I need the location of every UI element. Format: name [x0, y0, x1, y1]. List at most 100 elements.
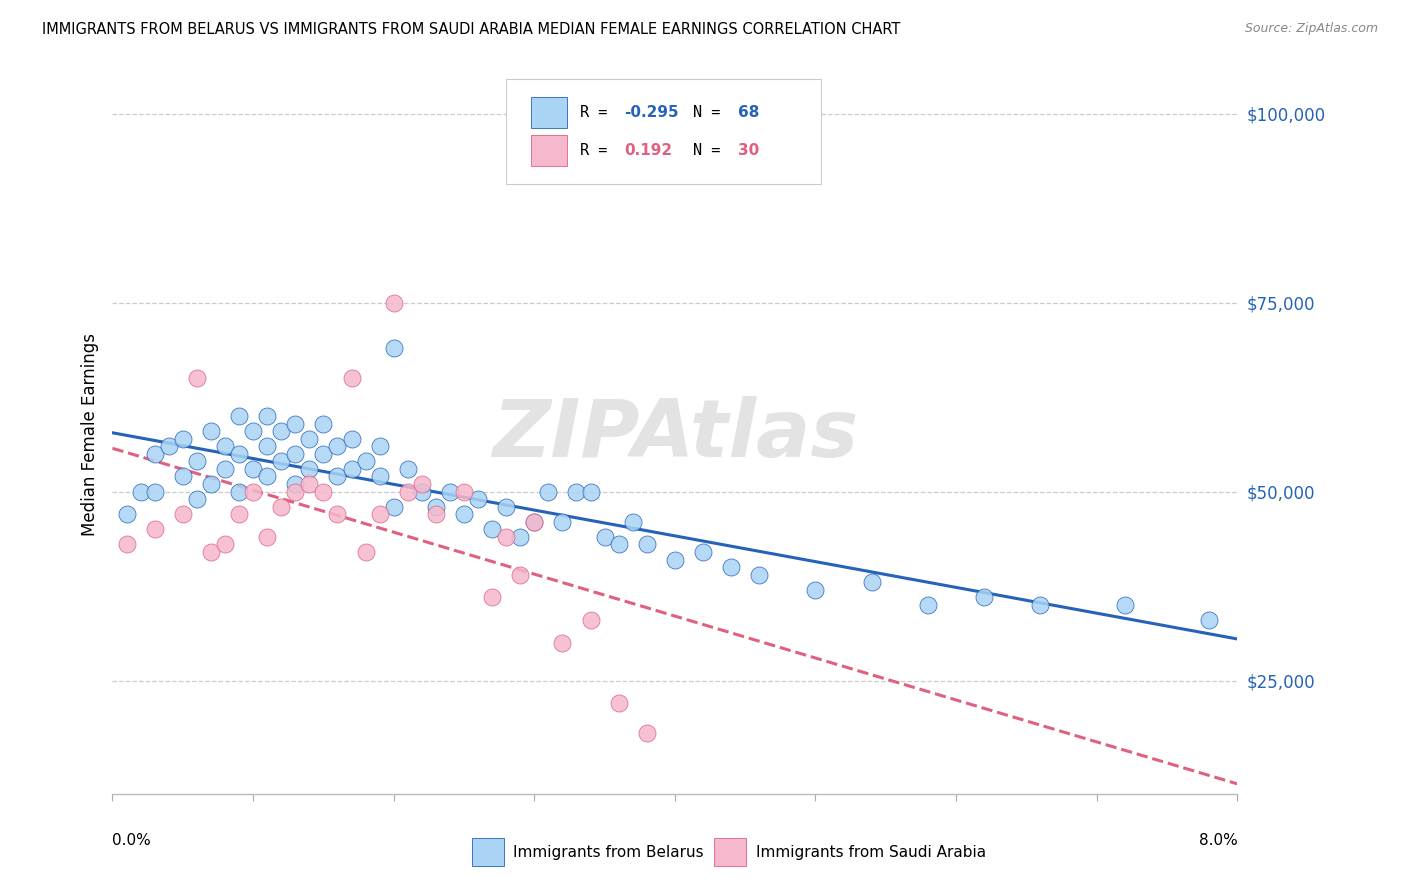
- Text: IMMIGRANTS FROM BELARUS VS IMMIGRANTS FROM SAUDI ARABIA MEDIAN FEMALE EARNINGS C: IMMIGRANTS FROM BELARUS VS IMMIGRANTS FR…: [42, 22, 901, 37]
- Point: [186, 454, 208, 468]
- Point: [425, 507, 447, 521]
- Point: [692, 545, 714, 559]
- Point: [579, 484, 602, 499]
- Point: [382, 295, 405, 310]
- Point: [242, 462, 264, 476]
- Point: [1198, 613, 1220, 627]
- Point: [664, 552, 686, 566]
- Point: [804, 582, 827, 597]
- Point: [115, 507, 138, 521]
- Point: [270, 454, 292, 468]
- Point: [551, 636, 574, 650]
- Point: [298, 432, 321, 446]
- Point: [256, 469, 278, 483]
- Point: [298, 462, 321, 476]
- Point: [368, 507, 391, 521]
- Point: [242, 484, 264, 499]
- Point: [326, 469, 349, 483]
- Point: [425, 500, 447, 514]
- Point: [396, 484, 419, 499]
- Point: [720, 560, 742, 574]
- Point: [228, 409, 250, 423]
- Point: [326, 507, 349, 521]
- Point: [115, 537, 138, 551]
- Point: [382, 500, 405, 514]
- Point: [481, 591, 503, 605]
- Point: [340, 462, 363, 476]
- Point: [1029, 598, 1052, 612]
- Text: 68: 68: [738, 105, 759, 120]
- Point: [495, 500, 517, 514]
- Text: 0.192: 0.192: [624, 143, 672, 158]
- Point: [214, 462, 236, 476]
- Y-axis label: Median Female Earnings: Median Female Earnings: [80, 334, 98, 536]
- Text: N =: N =: [693, 105, 730, 120]
- Point: [748, 567, 770, 582]
- Text: 8.0%: 8.0%: [1198, 833, 1237, 848]
- Point: [509, 567, 531, 582]
- Point: [284, 447, 307, 461]
- FancyBboxPatch shape: [531, 136, 567, 166]
- Point: [270, 500, 292, 514]
- Point: [481, 522, 503, 536]
- Point: [453, 484, 475, 499]
- Point: [143, 522, 166, 536]
- Point: [143, 484, 166, 499]
- Point: [636, 537, 658, 551]
- Point: [284, 477, 307, 491]
- Point: [453, 507, 475, 521]
- FancyBboxPatch shape: [506, 79, 821, 184]
- Text: R =: R =: [581, 143, 626, 158]
- Point: [129, 484, 152, 499]
- Text: Source: ZipAtlas.com: Source: ZipAtlas.com: [1244, 22, 1378, 36]
- Point: [1114, 598, 1136, 612]
- Point: [523, 515, 546, 529]
- Point: [298, 477, 321, 491]
- Point: [607, 696, 630, 710]
- Point: [523, 515, 546, 529]
- Text: 30: 30: [738, 143, 759, 158]
- Text: Immigrants from Belarus: Immigrants from Belarus: [513, 845, 703, 860]
- Point: [200, 424, 222, 438]
- Point: [256, 530, 278, 544]
- Point: [172, 469, 194, 483]
- Point: [565, 484, 588, 499]
- Point: [340, 432, 363, 446]
- Text: R =: R =: [581, 105, 617, 120]
- Point: [214, 537, 236, 551]
- Text: ZIPAtlas: ZIPAtlas: [492, 396, 858, 474]
- Point: [228, 484, 250, 499]
- Point: [312, 447, 335, 461]
- Point: [172, 507, 194, 521]
- Point: [537, 484, 560, 499]
- Point: [200, 545, 222, 559]
- Point: [495, 530, 517, 544]
- Point: [242, 424, 264, 438]
- Point: [382, 341, 405, 355]
- FancyBboxPatch shape: [714, 838, 745, 865]
- Point: [143, 447, 166, 461]
- Point: [340, 371, 363, 385]
- Point: [411, 484, 433, 499]
- Point: [917, 598, 939, 612]
- Point: [354, 545, 377, 559]
- Point: [256, 439, 278, 453]
- Point: [368, 439, 391, 453]
- Point: [270, 424, 292, 438]
- Point: [396, 462, 419, 476]
- Point: [509, 530, 531, 544]
- Text: -0.295: -0.295: [624, 105, 679, 120]
- Point: [467, 492, 489, 507]
- Point: [256, 409, 278, 423]
- Point: [368, 469, 391, 483]
- Text: N =: N =: [693, 143, 730, 158]
- Text: Immigrants from Saudi Arabia: Immigrants from Saudi Arabia: [756, 845, 986, 860]
- Point: [228, 447, 250, 461]
- Point: [354, 454, 377, 468]
- Point: [312, 417, 335, 431]
- Point: [284, 484, 307, 499]
- Point: [186, 371, 208, 385]
- Point: [973, 591, 995, 605]
- Point: [411, 477, 433, 491]
- FancyBboxPatch shape: [531, 97, 567, 128]
